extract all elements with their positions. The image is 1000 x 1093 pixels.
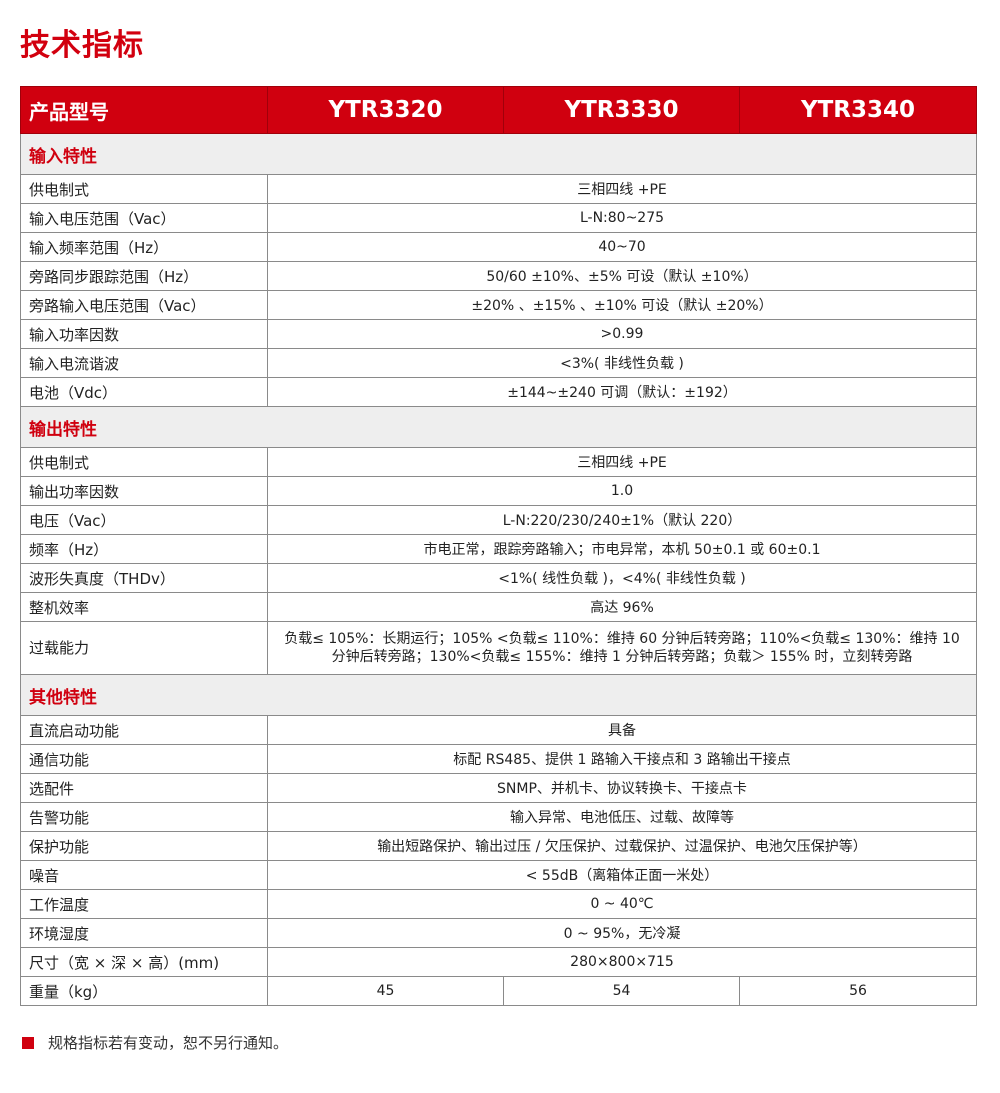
spec-label: 选配件 [20, 773, 268, 803]
spec-value: 标配 RS485、提供 1 路输入干接点和 3 路输出干接点 [267, 744, 977, 774]
table-row: 通信功能 标配 RS485、提供 1 路输入干接点和 3 路输出干接点 [20, 744, 977, 774]
spec-label: 输出功率因数 [20, 476, 268, 506]
table-row: 旁路输入电压范围（Vac） ±20% 、±15% 、±10% 可设（默认 ±20%… [20, 290, 977, 320]
spec-value: 三相四线 +PE [267, 174, 977, 204]
table-row: 尺寸（宽 × 深 × 高）(mm) 280×800×715 [20, 947, 977, 977]
spec-label: 整机效率 [20, 592, 268, 622]
spec-value: 45 [267, 976, 504, 1006]
spec-label: 波形失真度（THDv） [20, 563, 268, 593]
spec-table: 产品型号 YTR3320 YTR3330 YTR3340 输入特性 供电制式 三相四… [20, 86, 977, 1006]
spec-value: 0 ~ 40℃ [267, 889, 977, 919]
spec-label: 电压（Vac） [20, 505, 268, 535]
table-row: 频率（Hz） 市电正常，跟踪旁路输入；市电异常，本机 50±0.1 或 60±0.… [20, 534, 977, 564]
table-row: 环境湿度 0 ~ 95%，无冷凝 [20, 918, 977, 948]
section-title: 输入特性 [20, 133, 977, 175]
table-row: 过载能力 负载≤ 105%：长期运行；105% <负载≤ 110%：维持 60 分… [20, 621, 977, 675]
footnote: 规格指标若有变动，恕不另行通知。 [22, 1032, 288, 1053]
table-row: 输出功率因数 1.0 [20, 476, 977, 506]
spec-value: 高达 96% [267, 592, 977, 622]
spec-label: 工作温度 [20, 889, 268, 919]
spec-value: 54 [503, 976, 740, 1006]
spec-value: ±144~±240 可调（默认：±192） [267, 377, 977, 407]
table-row: 电池（Vdc） ±144~±240 可调（默认：±192） [20, 377, 977, 407]
table-row: 电压（Vac） L-N:220/230/240±1%（默认 220） [20, 505, 977, 535]
spec-label: 输入频率范围（Hz） [20, 232, 268, 262]
spec-label: 噪音 [20, 860, 268, 890]
spec-value: < 55dB（离箱体正面一米处） [267, 860, 977, 890]
spec-value: >0.99 [267, 319, 977, 349]
spec-label: 旁路输入电压范围（Vac） [20, 290, 268, 320]
spec-label: 供电制式 [20, 174, 268, 204]
table-row: 输入电流谐波 <3%( 非线性负载 ) [20, 348, 977, 378]
page-title: 技术指标 [20, 28, 144, 63]
spec-value: 市电正常，跟踪旁路输入；市电异常，本机 50±0.1 或 60±0.1 [267, 534, 977, 564]
table-row: 整机效率 高达 96% [20, 592, 977, 622]
spec-label: 重量（kg） [20, 976, 268, 1006]
table-row: 工作温度 0 ~ 40℃ [20, 889, 977, 919]
header-row: 产品型号 YTR3320 YTR3330 YTR3340 [20, 86, 977, 134]
spec-value: 40~70 [267, 232, 977, 262]
spec-label: 输入电压范围（Vac） [20, 203, 268, 233]
spec-value: 50/60 ±10%、±5% 可设（默认 ±10%） [267, 261, 977, 291]
spec-label: 告警功能 [20, 802, 268, 832]
table-row: 供电制式 三相四线 +PE [20, 174, 977, 204]
spec-label: 过载能力 [20, 621, 268, 675]
table-row: 重量（kg） 45 54 56 [20, 976, 977, 1006]
table-row: 保护功能 输出短路保护、输出过压 / 欠压保护、过载保护、过温保护、电池欠压保护等… [20, 831, 977, 861]
spec-value: <3%( 非线性负载 ) [267, 348, 977, 378]
spec-value: L-N:220/230/240±1%（默认 220） [267, 505, 977, 535]
red-square-bullet-icon [22, 1036, 34, 1049]
table-row: 告警功能 输入异常、电池低压、过载、故障等 [20, 802, 977, 832]
spec-label: 通信功能 [20, 744, 268, 774]
spec-value: 输出短路保护、输出过压 / 欠压保护、过载保护、过温保护、电池欠压保护等） [267, 831, 977, 861]
section-header: 输出特性 [20, 406, 977, 448]
spec-label: 输入功率因数 [20, 319, 268, 349]
model-ytr3340: YTR3340 [739, 86, 977, 134]
table-row: 噪音 < 55dB（离箱体正面一米处） [20, 860, 977, 890]
section-title: 输出特性 [20, 406, 977, 448]
model-ytr3320: YTR3320 [267, 86, 504, 134]
table-row: 选配件 SNMP、并机卡、协议转换卡、干接点卡 [20, 773, 977, 803]
table-row: 供电制式 三相四线 +PE [20, 447, 977, 477]
spec-label: 尺寸（宽 × 深 × 高）(mm) [20, 947, 268, 977]
section-header: 其他特性 [20, 674, 977, 716]
section-header: 输入特性 [20, 133, 977, 175]
spec-value: 1.0 [267, 476, 977, 506]
table-row: 波形失真度（THDv） <1%( 线性负载 )，<4%( 非线性负载 ) [20, 563, 977, 593]
spec-value: SNMP、并机卡、协议转换卡、干接点卡 [267, 773, 977, 803]
table-row: 输入功率因数 >0.99 [20, 319, 977, 349]
spec-value: 280×800×715 [267, 947, 977, 977]
section-title: 其他特性 [20, 674, 977, 716]
spec-label: 保护功能 [20, 831, 268, 861]
spec-value: 56 [739, 976, 977, 1006]
spec-value: ±20% 、±15% 、±10% 可设（默认 ±20%） [267, 290, 977, 320]
spec-label: 电池（Vdc） [20, 377, 268, 407]
spec-value: <1%( 线性负载 )，<4%( 非线性负载 ) [267, 563, 977, 593]
spec-value: 三相四线 +PE [267, 447, 977, 477]
table-row: 输入电压范围（Vac） L-N:80~275 [20, 203, 977, 233]
table-row: 直流启动功能 具备 [20, 715, 977, 745]
spec-value: 0 ~ 95%，无冷凝 [267, 918, 977, 948]
spec-label: 供电制式 [20, 447, 268, 477]
product-model-label: 产品型号 [20, 86, 268, 134]
spec-label: 直流启动功能 [20, 715, 268, 745]
table-row: 输入频率范围（Hz） 40~70 [20, 232, 977, 262]
model-ytr3330: YTR3330 [503, 86, 740, 134]
spec-value: 输入异常、电池低压、过载、故障等 [267, 802, 977, 832]
table-row: 旁路同步跟踪范围（Hz） 50/60 ±10%、±5% 可设（默认 ±10%） [20, 261, 977, 291]
spec-value: 具备 [267, 715, 977, 745]
footnote-text: 规格指标若有变动，恕不另行通知。 [48, 1034, 289, 1052]
spec-label: 输入电流谐波 [20, 348, 268, 378]
spec-label: 环境湿度 [20, 918, 268, 948]
spec-label: 旁路同步跟踪范围（Hz） [20, 261, 268, 291]
spec-label: 频率（Hz） [20, 534, 268, 564]
spec-value: L-N:80~275 [267, 203, 977, 233]
spec-value: 负载≤ 105%：长期运行；105% <负载≤ 110%：维持 60 分钟后转旁… [267, 621, 977, 675]
